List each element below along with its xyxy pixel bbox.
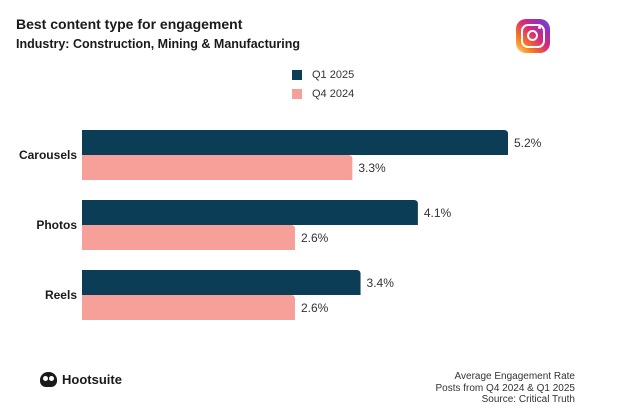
- value-label-reels-q1-2025: 3.4%: [367, 276, 395, 290]
- legend-swatch-q1-2025: [292, 70, 302, 80]
- value-label-carousels-q1-2025: 5.2%: [514, 136, 542, 150]
- footer-period: Posts from Q4 2024 & Q1 2025: [435, 382, 575, 394]
- bar-photos-q1-2025: [82, 200, 418, 225]
- value-label-carousels-q4-2024: 3.3%: [358, 161, 386, 175]
- chart-title: Best content type for engagement: [16, 16, 243, 32]
- hootsuite-logo: Hootsuite: [40, 372, 122, 387]
- instagram-icon: [516, 19, 550, 53]
- legend-item-q4-2024: Q4 2024: [292, 88, 354, 100]
- bar-carousels-q1-2025: [82, 130, 508, 155]
- category-label-carousels: Carousels: [19, 148, 77, 162]
- chart-footer: Average Engagement Rate Posts from Q4 20…: [435, 371, 575, 406]
- chart-subtitle: Industry: Construction, Mining & Manufac…: [16, 37, 301, 51]
- bar-reels-q4-2024: [82, 295, 295, 320]
- category-label-reels: Reels: [45, 288, 77, 302]
- footer-metric: Average Engagement Rate: [454, 371, 575, 382]
- bar-reels-q1-2025: [82, 270, 361, 295]
- value-label-photos-q1-2025: 4.1%: [424, 206, 452, 220]
- legend-label-q4-2024: Q4 2024: [312, 88, 355, 100]
- bar-carousels-q4-2024: [82, 155, 353, 180]
- value-label-reels-q4-2024: 2.6%: [301, 301, 329, 315]
- category-label-photos: Photos: [36, 218, 77, 232]
- footer-source: Source: Critical Truth: [481, 394, 575, 405]
- owl-icon: [40, 372, 57, 387]
- legend-item-q1-2025: Q1 2025: [292, 69, 354, 81]
- value-label-photos-q4-2024: 2.6%: [301, 231, 329, 245]
- bar-photos-q4-2024: [82, 225, 295, 250]
- legend-swatch-q4-2024: [292, 89, 302, 99]
- brand-name: Hootsuite: [62, 372, 122, 387]
- legend-label-q1-2025: Q1 2025: [312, 69, 355, 81]
